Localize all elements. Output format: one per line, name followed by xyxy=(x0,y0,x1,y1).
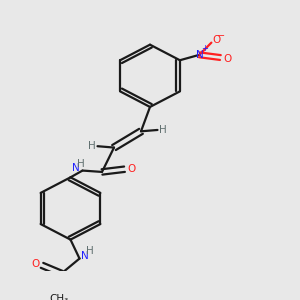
Text: O: O xyxy=(224,54,232,64)
Text: H: H xyxy=(77,158,85,169)
Text: N: N xyxy=(196,50,204,60)
Text: H: H xyxy=(88,141,96,151)
Text: H: H xyxy=(159,125,167,135)
Text: O: O xyxy=(31,259,40,269)
Text: N: N xyxy=(72,164,80,173)
Text: N: N xyxy=(81,251,89,261)
Text: O: O xyxy=(127,164,135,174)
Text: CH₃: CH₃ xyxy=(49,294,68,300)
Text: H: H xyxy=(85,246,93,256)
Text: −: − xyxy=(217,31,225,41)
Text: O: O xyxy=(213,35,221,46)
Text: +: + xyxy=(201,44,208,53)
